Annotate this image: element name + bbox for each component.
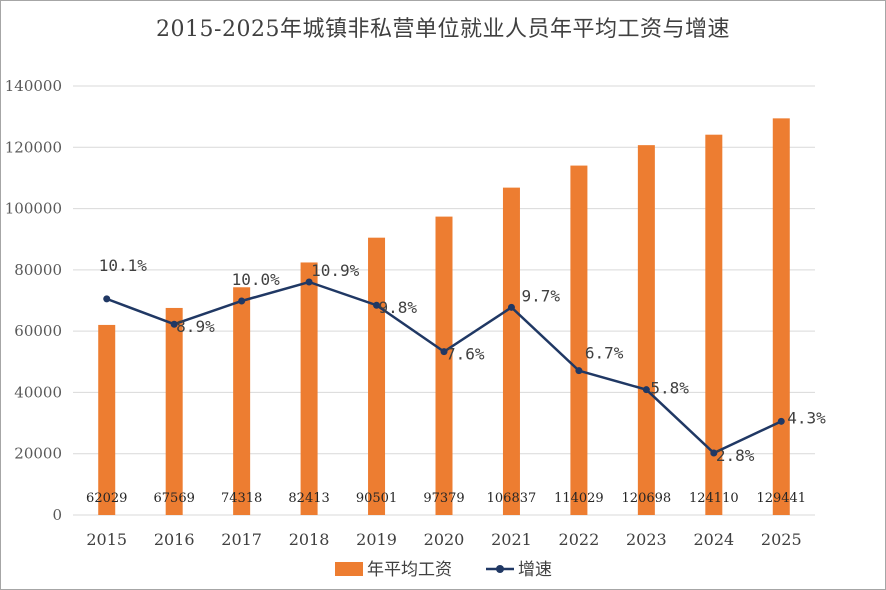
bar-series — [98, 118, 790, 516]
rate-value-label: 4.3% — [787, 408, 826, 427]
bar — [300, 262, 318, 515]
line-series — [103, 278, 785, 457]
x-tick-label: 2015 — [86, 530, 127, 549]
rate-point — [440, 348, 448, 356]
rate-value-label: 10.1% — [99, 256, 148, 275]
y-tick-label: 20000 — [14, 445, 62, 463]
bar — [705, 134, 723, 515]
rate-value-label: 7.6% — [446, 345, 485, 364]
bar-value-label: 82413 — [288, 491, 329, 506]
bar-value-label: 106837 — [487, 491, 537, 506]
bar-value-label: 120698 — [622, 491, 672, 506]
x-tick-label: 2024 — [693, 530, 734, 549]
y-tick-label: 80000 — [14, 261, 62, 279]
rate-point — [507, 303, 515, 311]
rate-value-label: 9.8% — [379, 298, 418, 317]
bar — [233, 287, 251, 515]
rate-point — [238, 297, 246, 305]
x-tick-label: 2017 — [221, 530, 262, 549]
bar — [772, 118, 790, 516]
x-tick-label: 2019 — [356, 530, 397, 549]
bar-value-label: 62029 — [86, 491, 127, 506]
x-tick-label: 2016 — [154, 530, 195, 549]
rate-point — [642, 386, 650, 394]
rate-point — [710, 449, 718, 457]
rate-point — [575, 367, 583, 375]
y-axis-ticks: 0 20000 40000 60000 80000 100000 120000 140000 — [5, 77, 62, 524]
legend-line-label: 增速 — [518, 560, 552, 580]
y-tick-label: 40000 — [14, 383, 62, 401]
legend-line-marker — [496, 565, 504, 573]
bar-data-labels: 62029 67569 74318 82413 90501 97379 106837 1140… — [86, 491, 806, 506]
bar — [637, 145, 655, 515]
rate-value-label: 5.8% — [650, 379, 689, 398]
rate-point — [170, 320, 178, 328]
x-tick-label: 2023 — [626, 530, 667, 549]
bar-value-label: 74318 — [221, 491, 262, 506]
rate-value-label: 9.7% — [521, 286, 560, 305]
bar — [165, 307, 183, 515]
rate-value-label: 10.0% — [232, 270, 281, 289]
bar — [502, 187, 520, 515]
rate-point — [777, 417, 785, 425]
legend-bar-swatch — [335, 562, 363, 576]
chart-title: 2015-2025年城镇非私营单位就业人员年平均工资与增速 — [156, 17, 730, 42]
x-tick-label: 2020 — [424, 530, 465, 549]
bar-value-label: 124110 — [689, 491, 739, 506]
rate-point — [103, 295, 111, 303]
bar-value-label: 67569 — [154, 491, 195, 506]
bar — [435, 216, 453, 516]
rate-value-label: 6.7% — [585, 344, 624, 363]
bar-value-label: 90501 — [356, 491, 397, 506]
legend: 年平均工资 增速 — [335, 560, 552, 580]
rate-point — [305, 278, 313, 286]
y-tick-label: 100000 — [5, 200, 62, 218]
rate-value-label: 2.8% — [716, 446, 755, 465]
line-data-labels: 10.1% 8.9% 10.0% 10.9% 9.8% 7.6% 9.7% 6.7% 5.8% 2… — [99, 256, 826, 465]
bar-value-label: 129441 — [756, 491, 806, 506]
x-tick-label: 2021 — [491, 530, 532, 549]
y-tick-label: 0 — [52, 506, 62, 524]
y-tick-label: 60000 — [14, 322, 62, 340]
rate-value-label: 8.9% — [176, 317, 215, 336]
bar — [98, 324, 116, 515]
bar — [570, 165, 588, 515]
y-tick-label: 140000 — [5, 77, 62, 95]
rate-value-label: 10.9% — [311, 261, 360, 280]
rate-point — [373, 301, 381, 309]
x-tick-label: 2018 — [289, 530, 330, 549]
x-tick-label: 2022 — [559, 530, 600, 549]
bar — [368, 237, 386, 515]
x-axis-ticks: 2015 2016 2017 2018 2019 2020 2021 2022 2023 2024… — [86, 530, 801, 549]
bar-value-label: 97379 — [423, 491, 464, 506]
bar-value-label: 114029 — [554, 491, 604, 506]
legend-bar-label: 年平均工资 — [367, 560, 452, 580]
y-tick-label: 120000 — [5, 138, 62, 156]
x-tick-label: 2025 — [761, 530, 802, 549]
